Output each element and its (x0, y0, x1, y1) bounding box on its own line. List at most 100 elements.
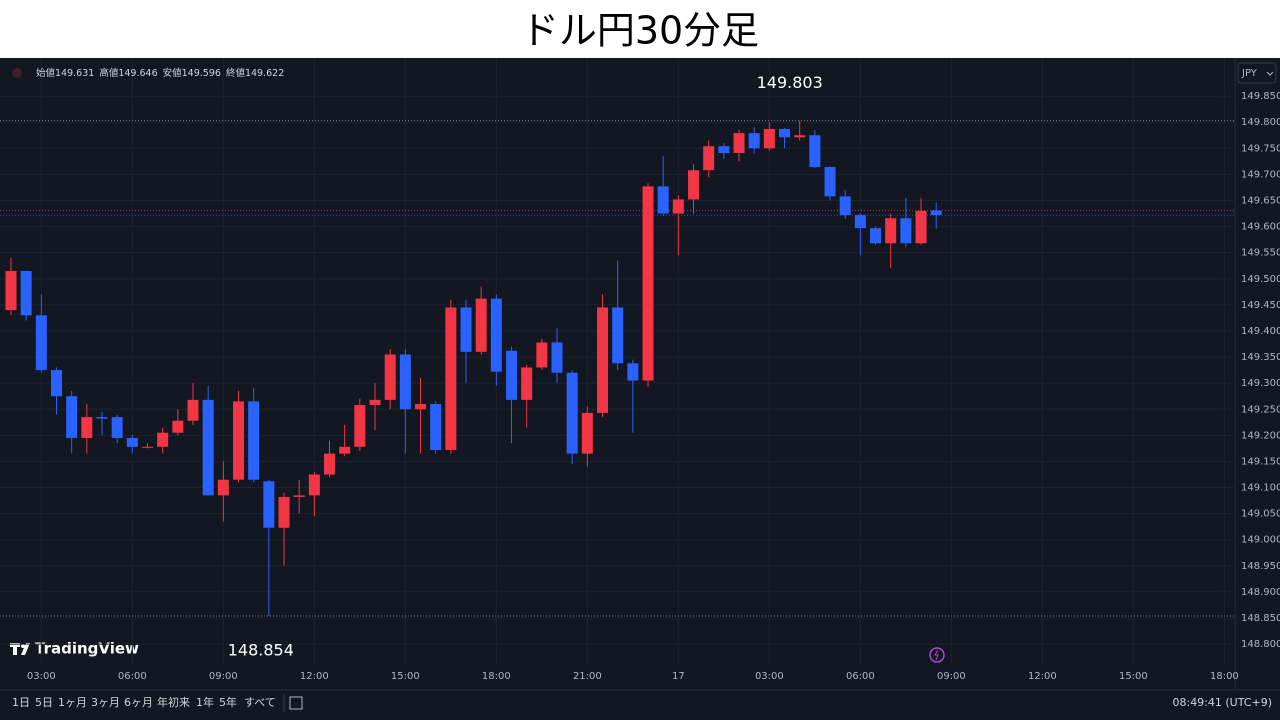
ohlc-value: 149.646 (118, 68, 157, 79)
candle-body (657, 186, 669, 214)
candle-body (81, 417, 93, 438)
candle-body (900, 218, 912, 244)
candle-body (35, 315, 47, 371)
y-tick-label: 149.050 (1241, 509, 1280, 520)
candle-body (339, 446, 351, 454)
y-tick-label: 149.550 (1241, 248, 1280, 259)
x-tick-label: 09:00 (937, 671, 966, 682)
x-tick-label: 18:00 (482, 671, 511, 682)
y-tick-label: 149.650 (1241, 195, 1280, 206)
candle-body (354, 405, 366, 447)
candle-body (642, 186, 654, 381)
tv-logo-icon (10, 643, 30, 655)
y-tick-label: 149.700 (1241, 169, 1280, 180)
candle-body (233, 401, 245, 480)
ohlc-label: 始値 (36, 67, 56, 79)
candle-body (308, 474, 320, 496)
candle-body (20, 270, 32, 316)
candle-body (415, 404, 427, 410)
ohlc-value: 149.631 (55, 68, 94, 79)
y-tick-label: 149.350 (1241, 352, 1280, 363)
y-tick-label: 149.100 (1241, 483, 1280, 494)
range-button[interactable]: 1日 (12, 696, 30, 709)
range-button[interactable]: 5日 (35, 696, 53, 709)
x-tick-label: 12:00 (1028, 671, 1057, 682)
candle-body (278, 496, 290, 528)
alert-icon[interactable] (929, 647, 945, 663)
range-button[interactable]: 1年 (196, 695, 214, 709)
candle-body (324, 453, 336, 475)
candle-body (50, 370, 62, 397)
candle-body (854, 215, 866, 229)
candle-body (142, 446, 154, 448)
x-tick-label: 18:00 (1210, 671, 1239, 682)
candle-body (930, 210, 942, 216)
y-tick-label: 149.300 (1241, 378, 1280, 389)
candle-body (217, 479, 229, 496)
candle-body (126, 437, 138, 447)
candle-body (672, 199, 684, 214)
y-tick-label: 149.500 (1241, 274, 1280, 285)
candle-body (399, 354, 411, 410)
x-tick-label: 17 (672, 671, 685, 682)
y-tick-label: 149.850 (1241, 91, 1280, 102)
y-tick-label: 148.850 (1241, 613, 1280, 624)
candle-body (915, 210, 927, 244)
x-tick-label: 06:00 (846, 671, 875, 682)
ohlc-label: 終値 (226, 67, 246, 79)
candle-body (430, 404, 442, 450)
candle-body (157, 432, 169, 447)
date-range-icon[interactable] (283, 694, 303, 712)
candle-body (202, 399, 214, 496)
candle-body (763, 128, 775, 149)
candle-body (779, 128, 791, 138)
range-button[interactable]: 年初来 (157, 695, 190, 709)
currency-box[interactable] (1237, 62, 1277, 84)
candle-body (5, 270, 17, 311)
y-tick-label: 149.750 (1241, 143, 1280, 154)
candle-body (839, 196, 851, 216)
y-tick-label: 148.950 (1241, 561, 1280, 572)
x-tick-label: 03:00 (755, 671, 784, 682)
candle-body (445, 307, 457, 450)
y-tick-label: 149.150 (1241, 456, 1280, 467)
y-tick-label: 149.200 (1241, 430, 1280, 441)
x-tick-label: 15:00 (391, 671, 420, 682)
candle-body (688, 170, 700, 200)
candle-body (506, 350, 518, 400)
candle-body (612, 307, 624, 364)
ohlc-value: 149.596 (182, 68, 221, 79)
currency-label: JPY (1241, 68, 1258, 79)
range-button[interactable]: 3ヶ月 (91, 696, 120, 709)
symbol-icon (12, 68, 22, 78)
candle-body (187, 399, 199, 421)
range-button[interactable]: すべて (244, 696, 276, 709)
candle-body (733, 133, 745, 153)
candle-body (627, 363, 639, 381)
range-button[interactable]: 6ヶ月 (124, 696, 153, 709)
candle-body (885, 218, 897, 244)
x-tick-label: 15:00 (1119, 671, 1148, 682)
candle-body (794, 135, 806, 138)
y-tick-label: 149.800 (1241, 117, 1280, 128)
candle-body (490, 298, 502, 372)
candle-body (263, 481, 275, 528)
y-tick-label: 149.250 (1241, 404, 1280, 415)
candle-body (551, 342, 563, 373)
candle-body (96, 417, 108, 419)
candle-body (581, 412, 593, 454)
candle-body (536, 342, 548, 368)
range-button[interactable]: 5年 (219, 695, 237, 709)
x-tick-label: 12:00 (300, 671, 329, 682)
range-button[interactable]: 1ヶ月 (58, 696, 87, 709)
candle-body (248, 401, 260, 480)
x-tick-label: 06:00 (118, 671, 147, 682)
y-tick-label: 149.000 (1241, 535, 1280, 546)
ohlc-header: 始値149.631 高値149.646 安値149.596 終値149.622 (36, 67, 284, 79)
clock: 08:49:41 (UTC+9) (1172, 696, 1272, 709)
ohlc-label: 高値 (99, 67, 119, 79)
candle-body (703, 146, 715, 171)
y-tick-label: 148.800 (1241, 639, 1280, 650)
candle-body (66, 396, 78, 438)
